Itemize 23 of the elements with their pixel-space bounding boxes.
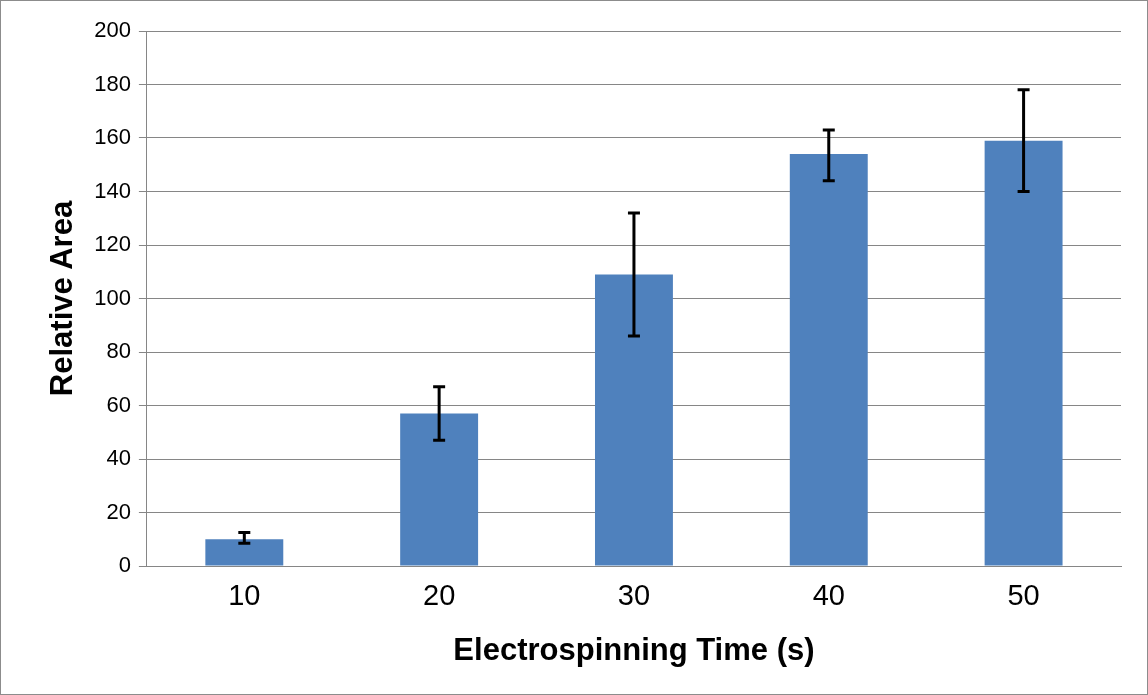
x-axis-title: Electrospinning Time (s): [453, 631, 815, 667]
x-tick-label: 40: [812, 579, 845, 612]
bar: [984, 140, 1063, 566]
y-axis-title: Relative Area: [44, 200, 80, 397]
y-tick-label: 180: [94, 70, 131, 96]
bar: [205, 539, 284, 566]
bar: [789, 154, 868, 566]
y-tick-label: 60: [106, 391, 131, 417]
x-tick-label: 20: [423, 579, 456, 612]
bar: [594, 274, 673, 566]
x-tick-label: 30: [617, 579, 651, 612]
y-tick-label: 200: [94, 17, 131, 43]
y-tick-label: 120: [94, 231, 131, 257]
y-tick-label: 160: [94, 124, 131, 150]
y-tick-label: 0: [118, 552, 131, 578]
y-tick-label: 20: [106, 498, 131, 524]
x-tick-label: 10: [228, 579, 261, 612]
x-tick-label: 50: [1007, 579, 1040, 612]
y-tick-label: 80: [106, 338, 131, 364]
bar: [400, 413, 479, 566]
y-tick-label: 40: [106, 445, 131, 471]
y-tick-label: 140: [94, 177, 131, 203]
y-tick-label: 100: [94, 284, 131, 310]
